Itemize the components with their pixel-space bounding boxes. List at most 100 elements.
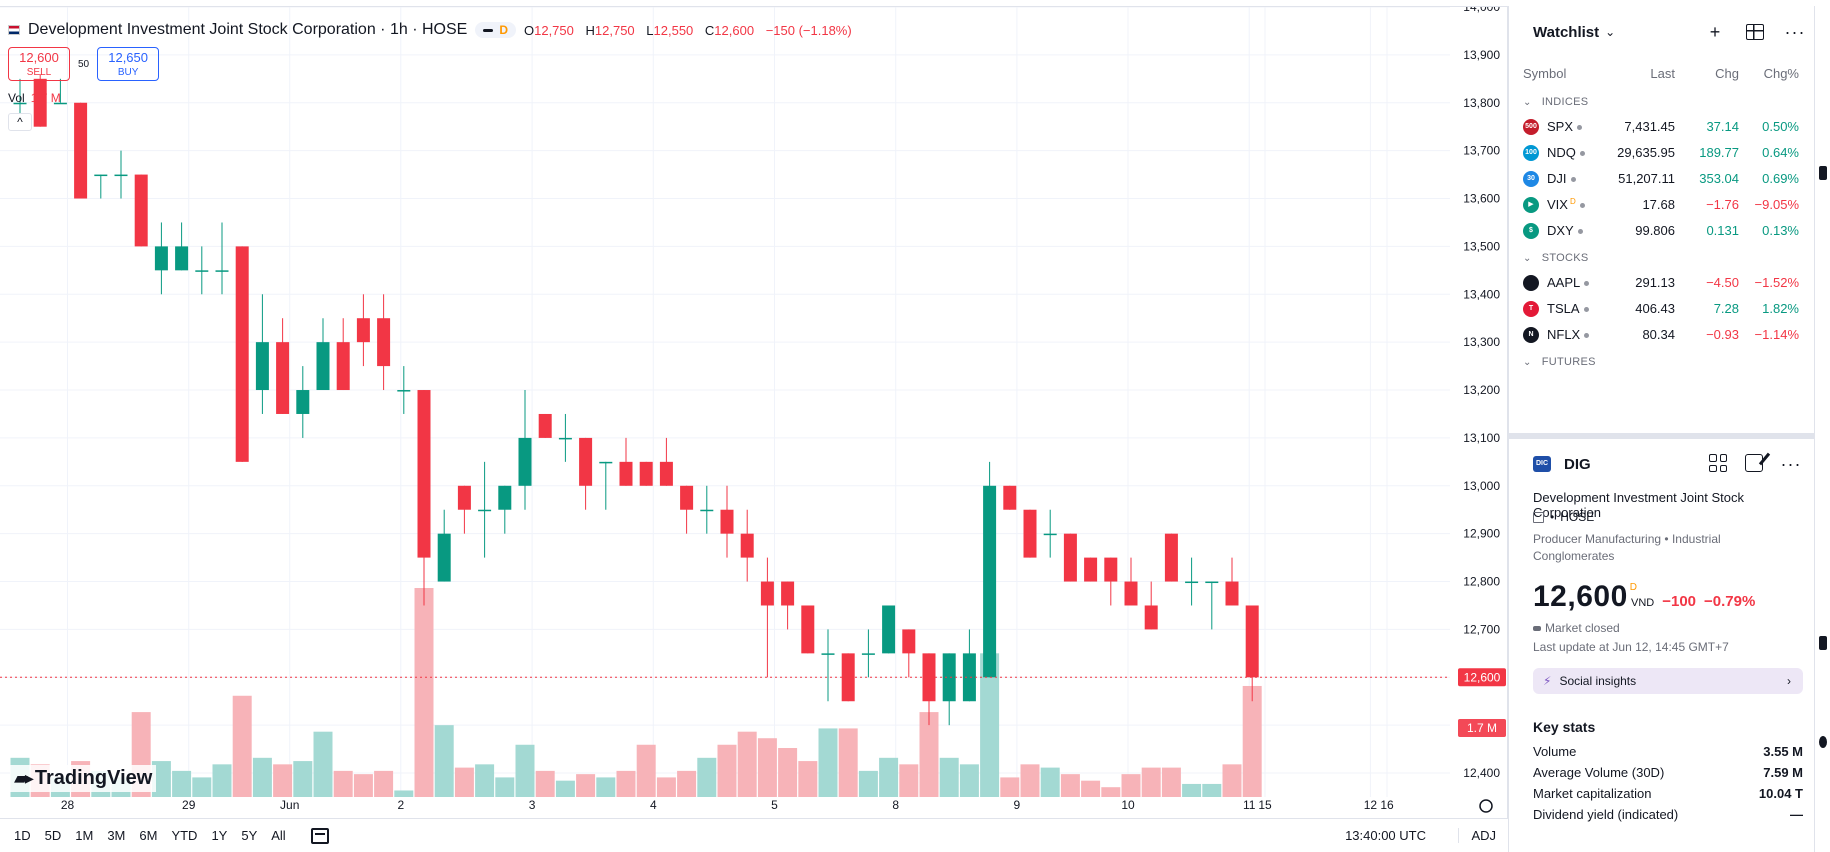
volume-bar: [1202, 783, 1222, 797]
symbol-logo-icon: $: [1523, 223, 1539, 239]
company-name[interactable]: Development Investment Joint Stock Corpo…: [1533, 490, 1744, 520]
candle-body: [478, 509, 492, 512]
toolbar-icon[interactable]: [1819, 636, 1827, 650]
panel-divider[interactable]: [1509, 433, 1815, 439]
toolbar-icon[interactable]: [1819, 736, 1827, 748]
change-pct-value: 0.13%: [1762, 223, 1799, 238]
x-tick-label: Jun: [280, 798, 299, 812]
x-tick-label: 8: [892, 798, 899, 812]
add-symbol-icon[interactable]: +: [1709, 21, 1721, 42]
change-pct-value: 1.82%: [1762, 301, 1799, 316]
range-ytd-button[interactable]: YTD: [171, 828, 198, 843]
toolbar-icon[interactable]: [1819, 166, 1827, 180]
column-symbol[interactable]: Symbol: [1523, 66, 1567, 81]
change-pct-value: 0.64%: [1762, 145, 1799, 160]
layout-grid-icon[interactable]: [1709, 454, 1727, 472]
section-stocks[interactable]: ⌄ STOCKS: [1523, 252, 1589, 264]
chevron-down-icon[interactable]: ⌄: [1605, 25, 1616, 39]
table-view-icon[interactable]: [1745, 22, 1765, 42]
column-chgp[interactable]: Chg%: [1763, 66, 1799, 81]
watchlist-row-nflx[interactable]: N NFLX 80.34 −0.93 −1.14%: [1509, 320, 1815, 350]
status-dot-icon: [1584, 333, 1590, 339]
social-insights-label: Social insights: [1559, 674, 1637, 688]
last-value: 406.43: [1635, 301, 1675, 316]
range-6m-button[interactable]: 6M: [139, 828, 158, 843]
watchlist-row-ndq[interactable]: 100 NDQ 29,635.95 189.77 0.64%: [1509, 138, 1815, 168]
more-options-icon[interactable]: ···: [1784, 22, 1806, 42]
open-value: 12,750: [534, 22, 574, 38]
watchlist-row-vix[interactable]: ▶ VIX D 17.68 −1.76 −9.05%: [1509, 190, 1815, 220]
section-futures[interactable]: ⌄ FUTURES: [1523, 356, 1596, 368]
time-display[interactable]: 13:40:00 UTC: [1345, 828, 1426, 843]
buy-button[interactable]: 12,650 BUY: [97, 47, 160, 81]
section-indices[interactable]: ⌄ INDICES: [1523, 96, 1588, 108]
volume-bar: [434, 725, 454, 797]
key-stat-label: Dividend yield (indicated): [1533, 807, 1679, 822]
section-label: STOCKS: [1541, 252, 1589, 264]
collapse-legend-button[interactable]: ^: [8, 113, 32, 131]
market-closed-icon: [1533, 625, 1541, 631]
volume-bar: [576, 774, 596, 797]
volume-bar: [414, 588, 434, 797]
sell-button[interactable]: 12,600 SELL: [8, 47, 70, 81]
y-tick-label: 13,300: [1463, 335, 1500, 349]
chevron-down-icon: ⌄: [1523, 97, 1532, 108]
watchlist-title[interactable]: Watchlist: [1533, 23, 1600, 41]
social-insights-button[interactable]: ⚡ Social insights ›: [1533, 668, 1803, 694]
section-label: FUTURES: [1541, 356, 1596, 368]
symbol-name: SPX: [1547, 119, 1583, 134]
candle-body: [861, 653, 875, 655]
range-3m-button[interactable]: 3M: [107, 828, 126, 843]
range-1m-button[interactable]: 1M: [75, 828, 94, 843]
range-5y-button[interactable]: 5Y: [241, 828, 258, 843]
adj-button[interactable]: ADJ: [1458, 828, 1496, 843]
x-tick-label: 16: [1380, 798, 1394, 812]
candle-body: [336, 342, 350, 391]
volume-bar: [252, 757, 272, 797]
details-symbol[interactable]: DIG: [1564, 456, 1591, 473]
volume-bar: [1182, 783, 1202, 797]
candle-body: [882, 605, 896, 654]
range-1y-button[interactable]: 1Y: [211, 828, 228, 843]
symbol-logo-icon: 100: [1523, 145, 1539, 161]
volume-legend[interactable]: Vol 1.7 M: [8, 91, 61, 105]
watchlist-row-dxy[interactable]: $ DXY 99.806 0.131 0.13%: [1509, 216, 1815, 246]
column-chg[interactable]: Chg: [1715, 66, 1739, 81]
details-more-icon[interactable]: ···: [1780, 454, 1802, 474]
volume-bar: [374, 770, 394, 797]
watchlist-row-spx[interactable]: 500 SPX 7,431.45 37.14 0.50%: [1509, 112, 1815, 142]
candle-body: [377, 318, 391, 367]
range-5d-button[interactable]: 5D: [44, 828, 62, 843]
y-tick-label: 13,900: [1463, 48, 1500, 62]
y-tick-label: 13,000: [1463, 479, 1500, 493]
exchange-info[interactable]: • HOSE: [1533, 510, 1594, 524]
candle-body: [1043, 533, 1057, 536]
calendar-icon[interactable]: [310, 827, 329, 844]
watchlist-row-dji[interactable]: 30 DJI 51,207.11 353.04 0.69%: [1509, 164, 1815, 194]
settings-gear-icon[interactable]: [1479, 799, 1493, 813]
range-1d-button[interactable]: 1D: [14, 828, 31, 843]
sector-link[interactable]: Producer Manufacturing: [1533, 532, 1662, 546]
volume-bar: [1000, 777, 1020, 797]
price-chart[interactable]: 12,40012,50012,60012,70012,80012,90013,0…: [0, 7, 1508, 819]
candle-body: [821, 653, 835, 655]
candle-body: [1063, 533, 1077, 582]
edit-note-icon[interactable]: [1745, 454, 1763, 472]
watchlist-row-aapl[interactable]: AAPL 291.13 −4.50 −1.52%: [1509, 268, 1815, 298]
tradingview-logo[interactable]: ▰▸ TradingView: [10, 765, 157, 792]
industry-link[interactable]: Industrial Conglomerates: [1533, 532, 1721, 563]
range-all-button[interactable]: All: [271, 828, 286, 843]
x-tick-label: 4: [650, 798, 657, 812]
market-status: Market closed: [1533, 621, 1620, 635]
watchlist-row-tsla[interactable]: T TSLA 406.43 7.28 1.82%: [1509, 294, 1815, 324]
candle-body: [215, 270, 229, 272]
chart-area[interactable]: 12,40012,50012,60012,70012,80012,90013,0…: [0, 6, 1508, 818]
vietnam-flag-icon: [8, 25, 20, 35]
symbol-title[interactable]: Development Investment Joint Stock Corpo…: [28, 21, 468, 38]
volume-bar: [838, 728, 858, 797]
volume-bar: [293, 761, 313, 797]
column-last[interactable]: Last: [1650, 66, 1675, 81]
data-status-pill[interactable]: D: [475, 22, 516, 38]
candle-body: [1104, 557, 1118, 582]
volume-bar: [596, 777, 616, 797]
